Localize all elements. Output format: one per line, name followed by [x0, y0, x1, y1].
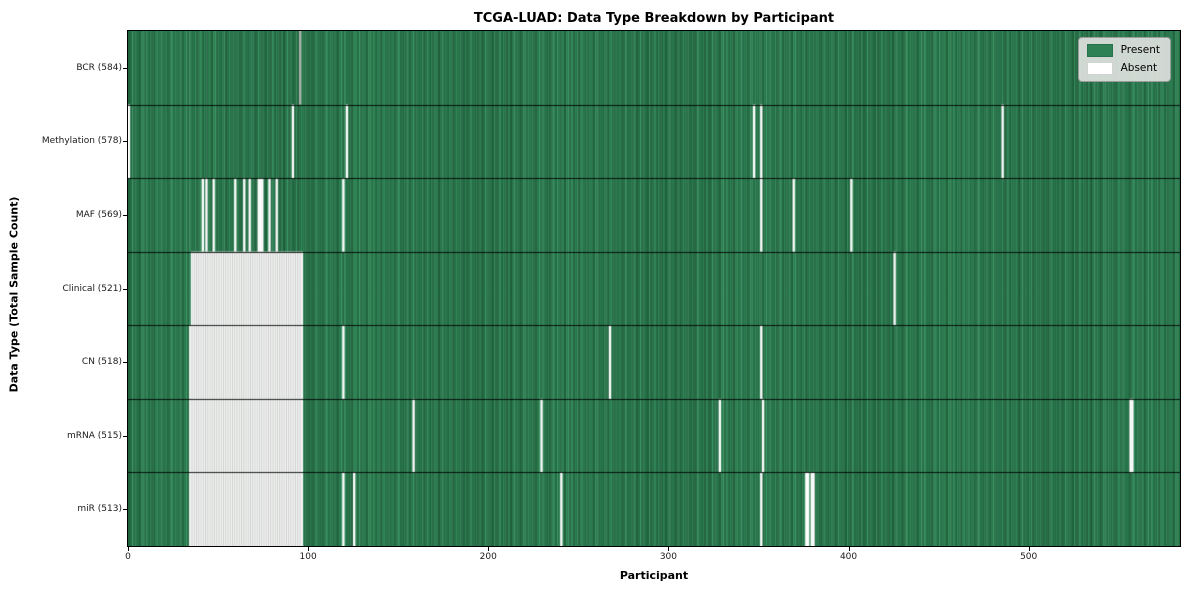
y-tick-label: miR (513): [77, 504, 122, 515]
heatmap-canvas: [128, 31, 1180, 546]
y-axis-title-text: Data Type (Total Sample Count): [7, 196, 21, 393]
x-tick-label: 500: [1020, 552, 1038, 562]
y-tick-mark: [123, 68, 127, 69]
legend-label-present: Present: [1120, 44, 1160, 56]
y-tick-label: Methylation (578): [41, 136, 122, 147]
y-axis-title: Data Type (Total Sample Count): [8, 99, 21, 393]
y-tick-mark: [123, 215, 127, 216]
y-tick-label: MAF (569): [75, 209, 122, 220]
y-tick-mark: [123, 362, 127, 363]
x-tick-label: 300: [659, 552, 677, 562]
legend: Present Absent: [1077, 37, 1171, 82]
present-swatch-icon: [1086, 44, 1113, 57]
x-tick-mark: [1029, 547, 1030, 551]
legend-entry-absent: Absent: [1086, 62, 1160, 75]
y-tick-mark: [123, 289, 127, 290]
x-tick-label: 200: [479, 552, 497, 562]
x-tick-label: 0: [125, 552, 131, 562]
y-tick-label: mRNA (515): [67, 430, 122, 441]
legend-label-absent: Absent: [1120, 62, 1158, 74]
x-tick-mark: [849, 547, 850, 551]
y-tick-mark: [123, 509, 127, 510]
y-tick-label: CN (518): [81, 357, 122, 368]
plot-area: Present Absent: [127, 30, 1181, 547]
legend-entry-present: Present: [1086, 44, 1160, 57]
x-tick-label: 400: [839, 552, 858, 562]
y-tick-mark: [123, 141, 127, 142]
x-tick-mark: [668, 547, 669, 551]
chart-title: TCGA-LUAD: Data Type Breakdown by Partic…: [473, 11, 835, 26]
y-tick-mark: [123, 436, 127, 437]
x-tick-mark: [308, 547, 309, 551]
x-tick-mark: [128, 547, 129, 551]
y-tick-label: Clinical (521): [62, 283, 122, 294]
y-tick-label: BCR (584): [76, 62, 122, 73]
x-axis-title: Participant: [619, 569, 689, 582]
x-tick-mark: [488, 547, 489, 551]
x-tick-label: 100: [299, 552, 317, 562]
absent-swatch-icon: [1086, 62, 1113, 75]
